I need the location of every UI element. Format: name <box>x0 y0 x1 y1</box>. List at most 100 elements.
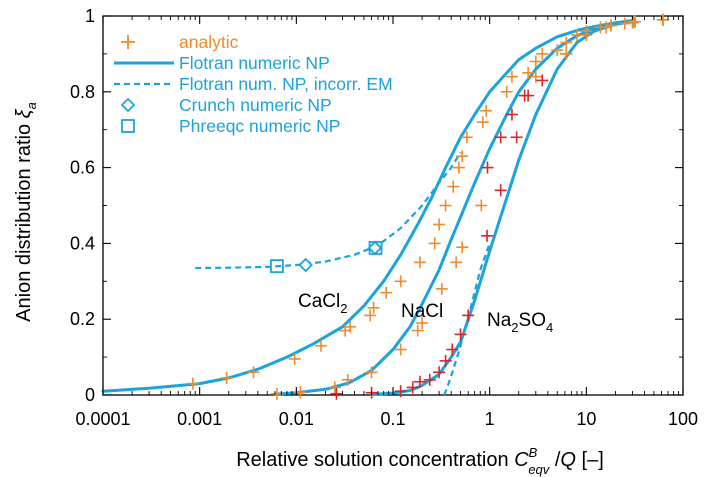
analytic-point-nacl <box>394 343 407 356</box>
analytic-point-nacl <box>450 256 463 269</box>
x-tick-label: 10 <box>576 409 596 429</box>
analytic-point-na2so4 <box>481 229 494 242</box>
markers-layer <box>186 13 669 400</box>
analytic-point-cacl2 <box>380 286 393 299</box>
dashed-curve <box>443 243 491 396</box>
x-tick-label: 0.001 <box>177 409 222 429</box>
y-tick-label: 0.2 <box>70 309 95 329</box>
analytic-point-cacl2 <box>522 66 535 79</box>
crunch-point <box>367 240 383 256</box>
analytic-point-cacl2 <box>394 275 407 288</box>
analytic-point-nacl <box>580 28 593 41</box>
analytic-point-nacl <box>341 373 354 386</box>
analytic-point-nacl <box>456 241 469 254</box>
series-label-cacl2: CaCl2 <box>298 291 347 316</box>
analytic-point-na2so4 <box>518 89 531 102</box>
series-label-na2so4-sub2: 4 <box>546 320 553 335</box>
analytic-point-cacl2 <box>288 352 301 365</box>
series-label-na2so4: Na2SO4 <box>487 310 553 335</box>
curves-layer <box>101 19 634 397</box>
analytic-point-cacl2 <box>529 55 542 68</box>
analytic-point-na2so4 <box>536 74 549 87</box>
series-label-na2so4-na: Na <box>487 310 512 331</box>
analytic-point-na2so4 <box>433 366 446 379</box>
analytic-point-cacl2 <box>452 161 465 174</box>
crunch-point <box>298 257 313 273</box>
analytic-point-cacl2 <box>439 199 452 212</box>
x-axis-title-sub: eqv <box>528 462 550 477</box>
analytic-point-cacl2 <box>560 36 573 49</box>
legend-label: Crunch numeric NP <box>179 95 332 115</box>
y-tick-label: 0.6 <box>70 158 95 178</box>
analytic-point-cacl2 <box>344 320 357 333</box>
analytic-point-nacl <box>494 131 507 144</box>
series-label-cacl2-sub: 2 <box>340 301 347 316</box>
analytic-point-cacl2 <box>364 309 377 322</box>
analytic-point-na2so4 <box>656 13 669 26</box>
x-tick-label: 0.01 <box>279 409 314 429</box>
analytic-point-cacl2 <box>460 131 473 144</box>
analytic-point-cacl2 <box>315 339 328 352</box>
y-axis-title-sub: a <box>24 102 39 109</box>
phreeqc-point <box>368 241 383 255</box>
legend-square <box>121 119 135 133</box>
legend-label: Flotran numeric NP <box>179 53 330 73</box>
phreeqc-point <box>270 259 284 274</box>
y-tick-label: 0.8 <box>70 82 95 102</box>
analytic-point-cacl2 <box>186 377 199 390</box>
analytic-point-cacl2 <box>500 85 513 98</box>
x-tick-label: 100 <box>668 409 698 429</box>
analytic-point-cacl2 <box>428 237 441 250</box>
x-axis-title-main: Relative solution concentration <box>236 449 514 471</box>
analytic-point-cacl2 <box>456 150 469 163</box>
y-tick-label: 0.4 <box>70 233 95 253</box>
analytic-point-nacl <box>365 366 378 379</box>
analytic-point-cacl2 <box>480 104 493 117</box>
y-axis-title: Anion distribution ratio ξa <box>13 102 39 322</box>
analytic-point-nacl <box>475 199 488 212</box>
y-tick-label: 1 <box>85 6 95 26</box>
analytic-point-na2so4 <box>510 131 523 144</box>
analytic-point-nacl <box>328 381 341 394</box>
x-axis-ticks: 0.0001 0.001 0.01 0.1 1 10 100 <box>75 16 698 429</box>
series-label-na2so4-sub1: 2 <box>511 320 518 335</box>
analytic-point-nacl <box>416 316 429 329</box>
analytic-point-na2so4 <box>330 387 343 400</box>
x-axis-title-var2: Q <box>560 449 576 471</box>
series-label-cacl2-name: CaCl <box>298 291 340 312</box>
y-axis-title-main: Anion distribution ratio <box>13 118 35 321</box>
analytic-point-cacl2 <box>505 70 518 83</box>
analytic-point-na2so4 <box>446 343 459 356</box>
analytic-point-na2so4 <box>423 373 436 386</box>
legend-label: analytic <box>179 32 239 52</box>
analytic-point-nacl <box>605 19 618 32</box>
analytic-point-cacl2 <box>413 256 426 269</box>
numeric-curve-nacl <box>273 20 634 396</box>
analytic-point-na2so4 <box>439 354 452 367</box>
analytic-point-na2so4 <box>394 385 407 398</box>
x-tick-label: 0.1 <box>380 409 405 429</box>
legend-diamond <box>120 97 136 113</box>
legend-label: Flotran num. NP, incorr. EM <box>179 74 393 94</box>
x-axis-title-rest: / <box>549 449 561 471</box>
x-axis-title-var: C <box>514 449 529 471</box>
y-tick-label: 0 <box>85 385 95 405</box>
legend-label: Phreeqc numeric NP <box>179 116 340 136</box>
analytic-point-nacl <box>411 324 424 337</box>
dashed-curve <box>195 151 462 270</box>
x-tick-label: 1 <box>485 409 495 429</box>
x-axis-title: Relative solution concentration CB eqv /Q… <box>236 445 604 477</box>
analytic-point-na2so4 <box>413 375 426 388</box>
analytic-point-cacl2 <box>220 371 233 384</box>
analytic-point-cacl2 <box>447 180 460 193</box>
series-label-na2so4-so: SO <box>519 310 546 331</box>
numeric-curve-cacl2 <box>101 19 634 393</box>
analytic-point-nacl <box>627 15 640 28</box>
analytic-point-nacl <box>505 108 518 121</box>
analytic-point-cacl2 <box>247 366 260 379</box>
series-labels: CaCl2 NaCl Na2SO4 <box>298 291 553 335</box>
analytic-point-cacl2 <box>433 218 446 231</box>
analytic-point-cacl2 <box>367 301 380 314</box>
